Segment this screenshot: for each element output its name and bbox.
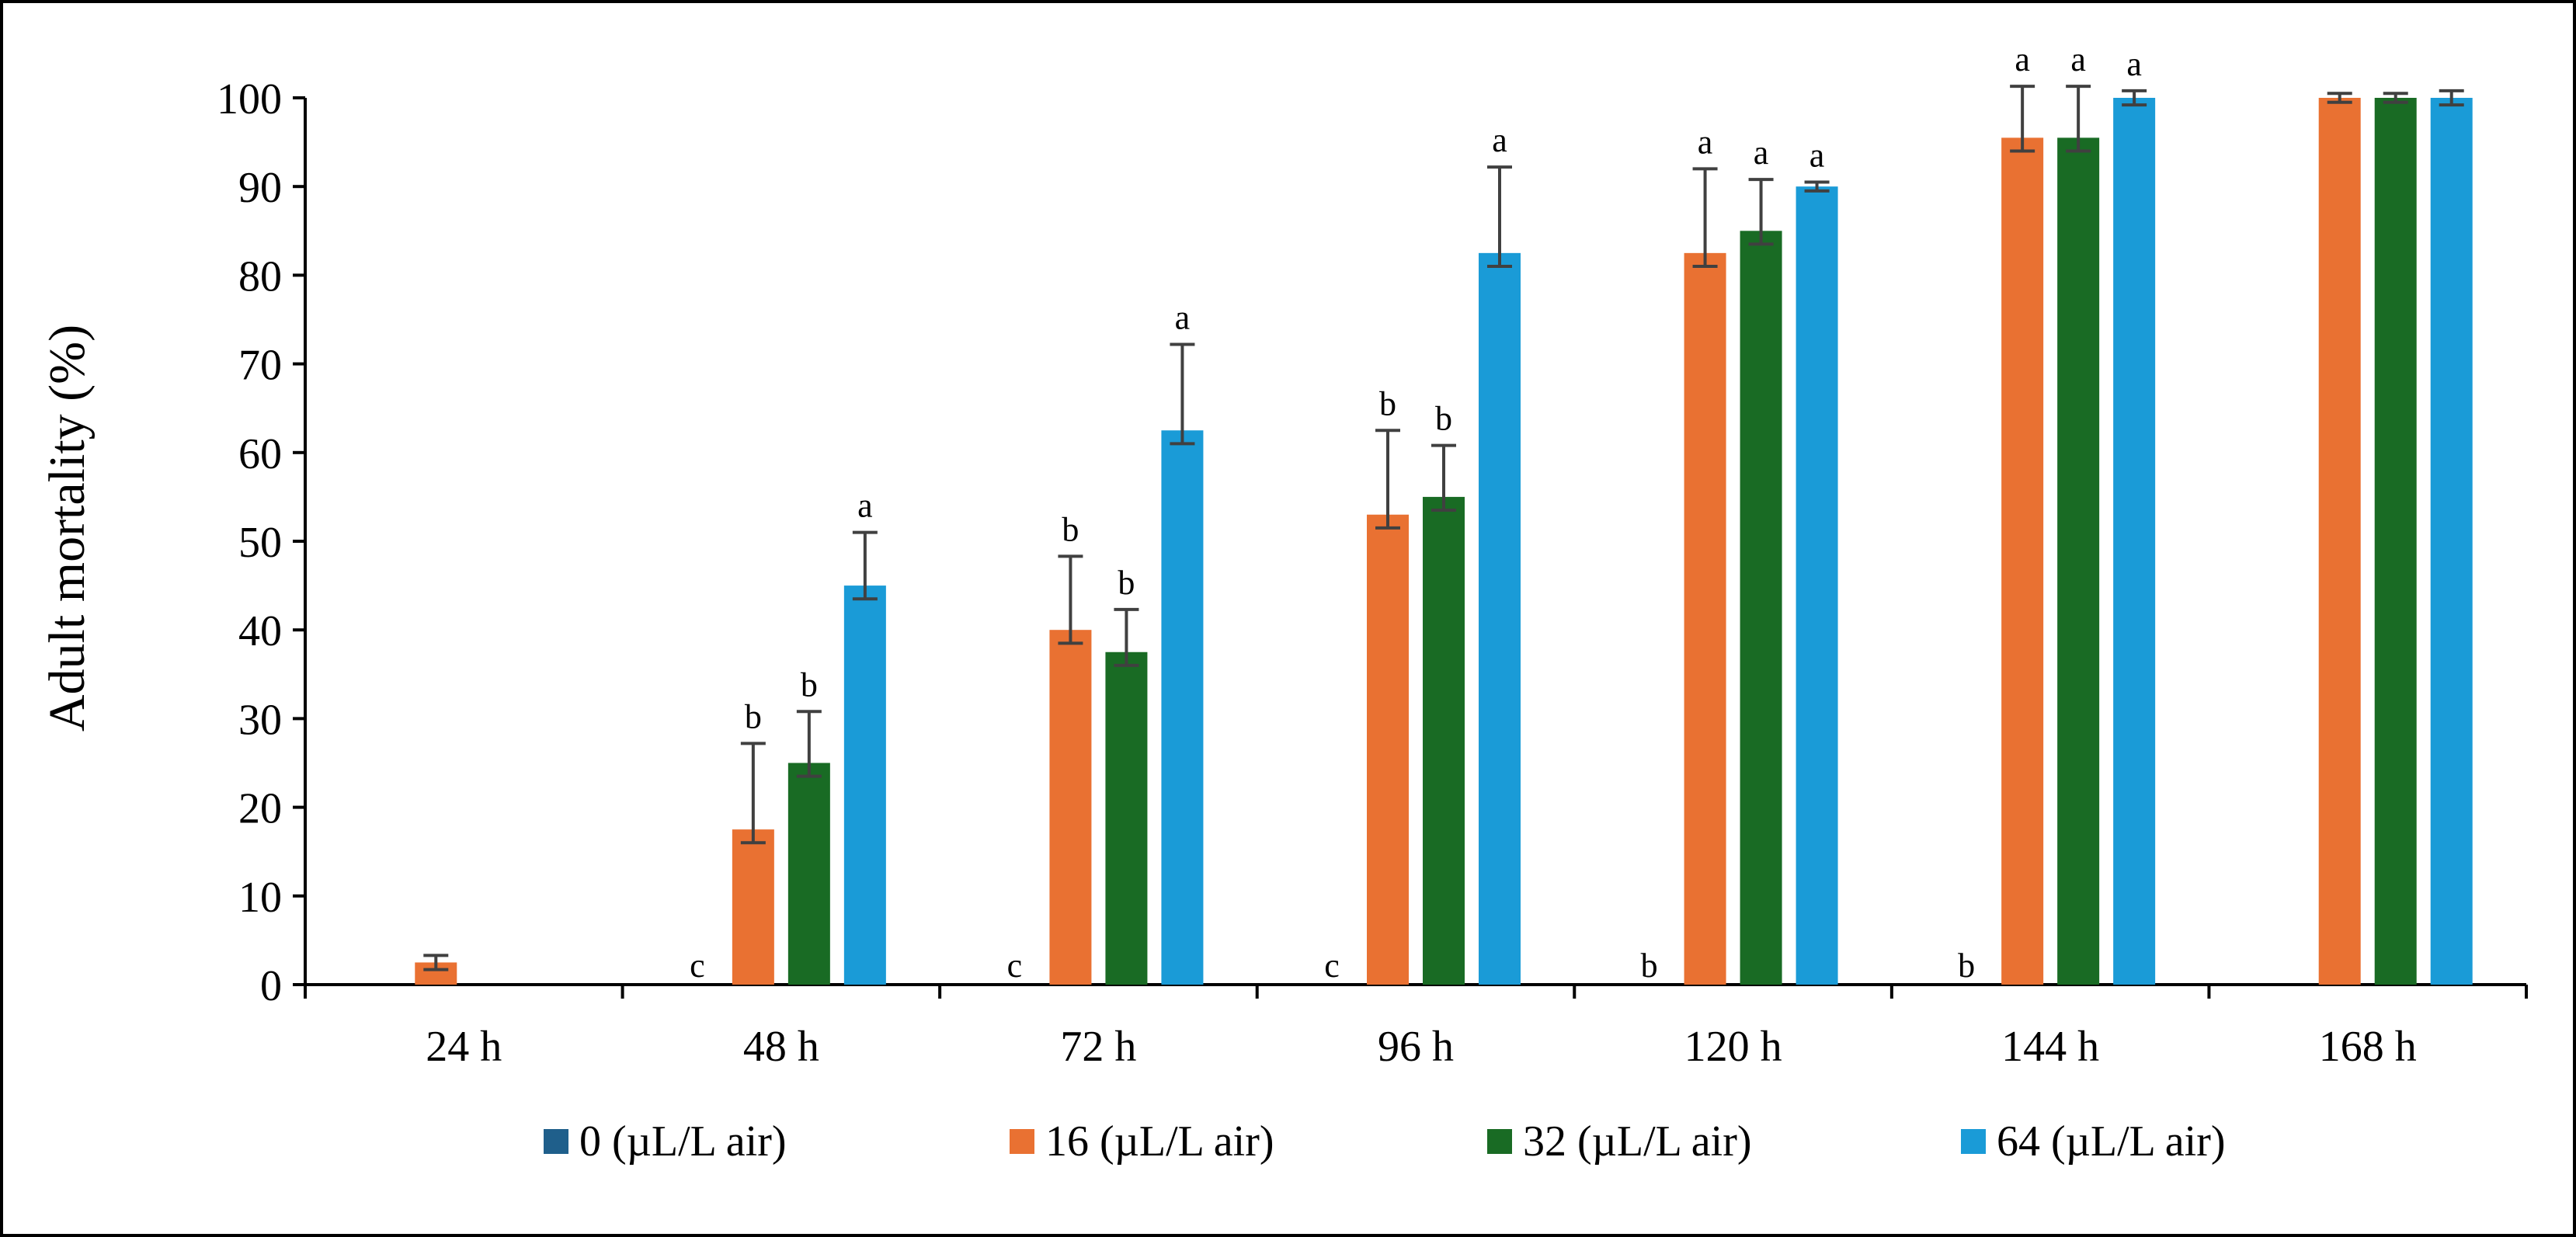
x-tick-label: 168 h <box>2319 1023 2417 1071</box>
bar <box>787 763 830 985</box>
bar <box>732 829 774 985</box>
legend: 0 (µL/L air) 16 (µL/L air) 32 (µL/L air) 64… <box>544 1117 2226 1166</box>
significance-label: c <box>1007 947 1023 985</box>
x-tick-label: 48 h <box>743 1023 819 1071</box>
x-tick-label: 120 h <box>1684 1023 1782 1071</box>
bar <box>2318 98 2361 985</box>
significance-label: b <box>1641 947 1658 985</box>
legend-label: 64 (µL/L air) <box>1997 1117 2226 1166</box>
bar <box>1161 430 1204 985</box>
significance-label: b <box>1958 947 1975 985</box>
significance-label: b <box>1118 564 1135 602</box>
legend-label: 0 (µL/L air) <box>579 1117 787 1166</box>
legend-label: 32 (µL/L air) <box>1523 1117 1752 1166</box>
x-tick-label: 96 h <box>1378 1023 1454 1071</box>
y-axis-title: Adult mortality (%) <box>39 325 96 731</box>
bar <box>1423 496 1465 985</box>
legend-swatch <box>1487 1129 1512 1154</box>
bars: c b b a c b b a c b b a b a a a b a a a <box>415 40 2473 985</box>
y-tick-label: 40 <box>238 607 282 655</box>
significance-label: a <box>1754 134 1769 172</box>
significance-label: a <box>2126 45 2142 83</box>
y-tick-label: 80 <box>238 252 282 301</box>
significance-label: a <box>2015 40 2030 78</box>
bar <box>1796 186 1838 985</box>
bar <box>1049 630 1092 985</box>
significance-label: c <box>1324 947 1340 985</box>
legend-label: 16 (µL/L air) <box>1045 1117 1274 1166</box>
bar <box>2374 98 2417 985</box>
legend-swatch <box>1010 1129 1034 1154</box>
significance-label: b <box>1435 400 1452 438</box>
bar <box>2001 137 2044 985</box>
significance-label: b <box>1379 384 1396 422</box>
y-tick-label: 70 <box>238 342 282 390</box>
x-axis: 24 h 48 h 72 h 96 h 120 h 144 h 168 h <box>304 983 2528 1071</box>
y-tick-label: 30 <box>238 696 282 744</box>
y-tick-label: 90 <box>238 164 282 212</box>
significance-label: b <box>745 697 762 735</box>
y-tick-label: 10 <box>238 874 282 922</box>
legend-swatch <box>1961 1129 1986 1154</box>
x-tick-label: 144 h <box>2001 1023 2099 1071</box>
bar <box>1740 231 1782 985</box>
bar <box>1367 514 1409 985</box>
bar <box>2057 137 2100 985</box>
y-tick-label: 50 <box>238 519 282 567</box>
significance-label: a <box>1698 123 1713 161</box>
significance-label: a <box>1492 121 1507 159</box>
bar <box>2113 98 2156 985</box>
legend-swatch <box>544 1129 568 1154</box>
significance-label: a <box>1175 298 1191 336</box>
y-tick-label: 0 <box>260 962 282 1010</box>
bar <box>1684 252 1726 985</box>
bar <box>843 585 886 985</box>
y-tick-label: 60 <box>238 430 282 478</box>
bar <box>1479 252 1521 985</box>
x-tick-label: 24 h <box>426 1023 502 1071</box>
significance-label: c <box>690 947 705 985</box>
significance-label: a <box>2070 40 2086 78</box>
y-tick-label: 100 <box>217 75 282 123</box>
bar <box>2430 98 2473 985</box>
significance-label: b <box>1062 510 1079 548</box>
significance-label: b <box>801 665 818 704</box>
y-axis-ticks: 0 10 20 30 40 50 60 70 80 90 100 <box>217 75 307 1010</box>
x-tick-label: 72 h <box>1060 1023 1136 1071</box>
significance-label: a <box>857 487 873 525</box>
significance-label: a <box>1809 136 1825 174</box>
bar <box>1105 652 1148 985</box>
y-tick-label: 20 <box>238 785 282 833</box>
